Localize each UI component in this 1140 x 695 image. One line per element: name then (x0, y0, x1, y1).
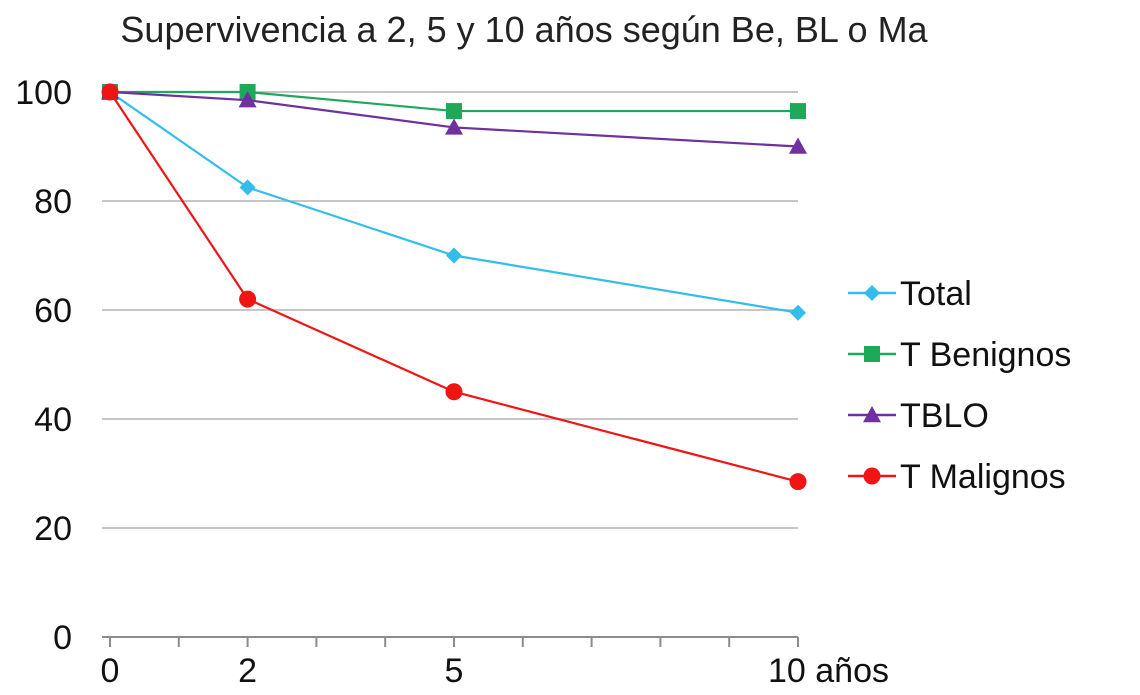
data-point-diamond (446, 247, 462, 264)
series-t-benignos (102, 84, 806, 120)
y-tick-label: 40 (34, 401, 72, 439)
x-tick-label: 0 (101, 652, 120, 690)
legend-item: Total (848, 275, 972, 313)
data-point-diamond (239, 179, 256, 196)
x-tick-label: 10 años (768, 652, 889, 690)
legend-label: T Benignos (900, 336, 1071, 374)
y-tick-label: 20 (34, 510, 72, 548)
data-point-circle (445, 383, 463, 401)
legend-marker-diamond (864, 285, 880, 301)
legend-item: TBLO (848, 397, 989, 435)
x-tick-label: 2 (238, 652, 257, 690)
chart-title: Supervivencia a 2, 5 y 10 años según Be,… (120, 9, 928, 50)
y-tick-label: 0 (53, 619, 72, 657)
x-tick-label: 5 (445, 652, 464, 690)
series-t-malignos (101, 83, 807, 491)
legend-item: T Benignos (848, 336, 1071, 374)
data-point-circle (239, 290, 257, 308)
data-point-triangle (789, 137, 807, 154)
data-point-circle (101, 83, 119, 101)
series-line (110, 90, 798, 113)
data-point-square (790, 103, 806, 120)
data-point-diamond (790, 304, 806, 321)
y-tick-label: 80 (34, 183, 72, 221)
data-point-square (446, 103, 462, 120)
legend-marker-square (864, 346, 880, 362)
data-point-triangle (445, 118, 463, 135)
data-point-circle (789, 473, 807, 491)
legend-marker-circle (863, 467, 881, 485)
legend: Total T Benignos TBLO T Malignos (848, 275, 1071, 496)
series-layer (101, 83, 807, 491)
legend-marker-triangle (863, 406, 881, 423)
y-tick-label: 60 (34, 292, 72, 330)
y-tick-label: 100 (15, 74, 72, 112)
data-point-triangle (238, 91, 257, 108)
series-line (109, 91, 799, 314)
legend-label: Total (900, 275, 972, 313)
legend-item: T Malignos (848, 458, 1066, 496)
gridlines (102, 91, 798, 529)
series-line (109, 91, 799, 483)
legend-label: T Malignos (900, 458, 1066, 496)
axes: 0 20 40 60 80 100 0 2 5 10 años (15, 74, 889, 690)
legend-label: TBLO (900, 397, 989, 435)
series-line (109, 90, 799, 148)
